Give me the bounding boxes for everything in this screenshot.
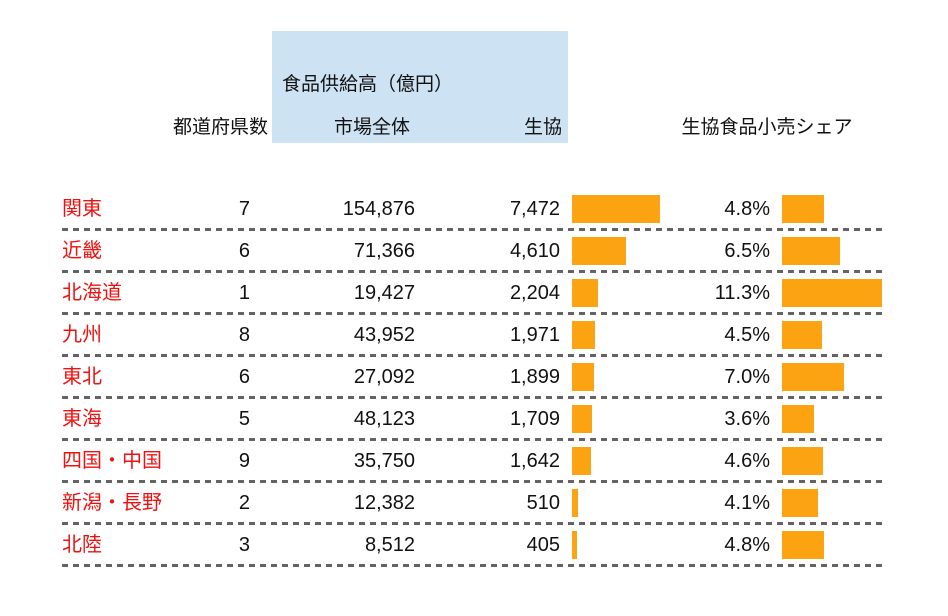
coop-bar [572,321,595,349]
region-label: 四国・中国 [62,450,162,472]
share-bar-cell [770,524,886,566]
prefecture-count-value: 6 [238,240,250,262]
coop-bar-cell [560,482,682,524]
table-row: 九州 8 43,952 1,971 4.5% [62,314,886,357]
coop-bar-cell [560,314,682,356]
share-percent-value: 7.0% [724,366,770,388]
coop-supply-value: 2,204 [509,282,560,304]
supply-group-title: 食品供給高（億円） [282,74,454,95]
coop-bar-cell [560,356,682,398]
coop-bar-cell [560,230,682,272]
table-body: 関東 7 154,876 7,472 4.8% 近畿 6 71,366 4,61… [62,188,886,567]
prefecture-count-value: 8 [238,324,250,346]
share-bar [782,405,814,433]
share-percent-value: 4.8% [724,198,770,220]
share-percent-value: 4.6% [724,450,770,472]
prefecture-count-value: 3 [238,534,250,556]
region-label: 北陸 [62,534,102,556]
column-header-prefecture-count: 都道府県数 [172,117,268,138]
coop-supply-value: 1,971 [509,324,560,346]
share-percent-value: 3.6% [724,408,770,430]
coop-supply-value: 405 [526,534,560,556]
coop-bar [572,237,626,265]
coop-bar [572,279,598,307]
coop-bar [572,447,591,475]
coop-bar-cell [560,188,682,230]
share-bar-cell [770,230,886,272]
share-percent-value: 6.5% [724,240,770,262]
share-bar [782,363,844,391]
region-label: 東海 [62,408,102,430]
share-bar [782,489,818,517]
coop-bar-cell [560,398,682,440]
market-total-value: 71,366 [353,240,415,262]
region-label: 北海道 [62,282,122,304]
table-row: 近畿 6 71,366 4,610 6.5% [62,230,886,273]
share-bar [782,321,822,349]
share-percent-value: 4.8% [724,534,770,556]
share-bar-cell [770,356,886,398]
coop-bar [572,489,578,517]
table-row: 北陸 3 8,512 405 4.8% [62,524,886,567]
prefecture-count-value: 9 [238,450,250,472]
column-header-market-total: 市場全体 [333,117,410,138]
share-bar-cell [770,440,886,482]
share-bar [782,279,882,307]
market-total-value: 48,123 [353,408,415,430]
market-total-value: 12,382 [353,492,415,514]
market-total-value: 27,092 [353,366,415,388]
share-bar [782,237,840,265]
coop-bar [572,195,660,223]
market-total-value: 154,876 [342,198,415,220]
share-bar-cell [770,314,886,356]
prefecture-count-value: 1 [238,282,250,304]
share-bar [782,447,823,475]
prefecture-count-value: 6 [238,366,250,388]
region-label: 関東 [62,198,102,220]
coop-supply-value: 1,642 [509,450,560,472]
share-bar-cell [770,398,886,440]
coop-supply-value: 1,899 [509,366,560,388]
region-label: 東北 [62,366,102,388]
region-label: 九州 [62,324,102,346]
coop-bar [572,363,594,391]
table-row: 東北 6 27,092 1,899 7.0% [62,356,886,399]
coop-bar-cell [560,440,682,482]
table-row: 新潟・長野 2 12,382 510 4.1% [62,482,886,525]
coop-supply-value: 510 [526,492,560,514]
supply-header-highlight: 食品供給高（億円） [272,31,568,143]
share-bar-cell [770,482,886,524]
prefecture-count-value: 5 [238,408,250,430]
share-percent-value: 4.1% [724,492,770,514]
share-percent-value: 11.3% [714,282,770,304]
column-header-coop-retail-share: 生協食品小売シェア [681,117,853,138]
table-row: 四国・中国 9 35,750 1,642 4.6% [62,440,886,483]
market-total-value: 8,512 [364,534,415,556]
coop-bar-cell [560,272,682,314]
region-label: 近畿 [62,240,102,262]
coop-supply-value: 1,709 [509,408,560,430]
share-percent-value: 4.5% [724,324,770,346]
share-bar-cell [770,188,886,230]
prefecture-count-value: 7 [238,198,250,220]
share-bar [782,531,824,559]
coop-bar [572,531,577,559]
coop-supply-value: 4,610 [509,240,560,262]
share-bar [782,195,824,223]
market-total-value: 19,427 [353,282,415,304]
table-row: 北海道 1 19,427 2,204 11.3% [62,272,886,315]
table-row: 関東 7 154,876 7,472 4.8% [62,188,886,231]
coop-bar [572,405,592,433]
market-total-value: 43,952 [353,324,415,346]
coop-supply-value: 7,472 [509,198,560,220]
coop-bar-cell [560,524,682,566]
market-total-value: 35,750 [353,450,415,472]
share-bar-cell [770,272,886,314]
table-row: 東海 5 48,123 1,709 3.6% [62,398,886,441]
prefecture-count-value: 2 [238,492,250,514]
column-header-coop: 生協 [523,117,562,138]
region-label: 新潟・長野 [62,492,162,514]
